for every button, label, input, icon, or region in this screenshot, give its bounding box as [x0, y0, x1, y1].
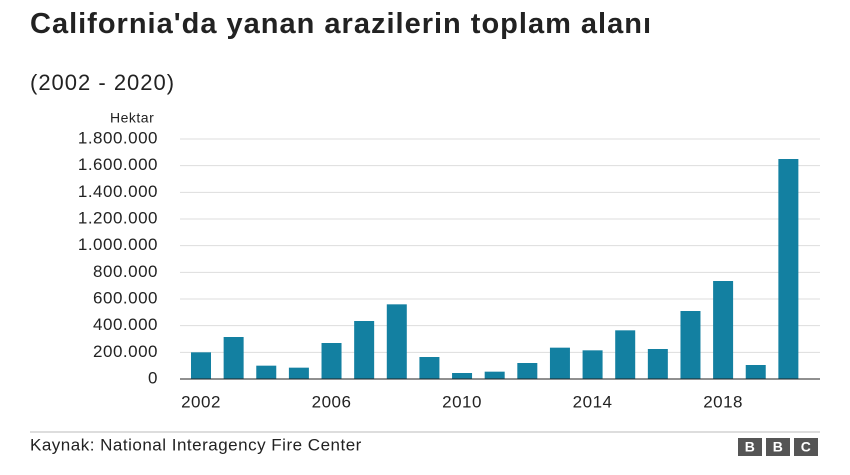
bar: [647, 349, 668, 379]
logo-box: [766, 438, 790, 456]
y-tick-label: 200.000: [93, 342, 158, 361]
x-tick-label: 2002: [181, 392, 221, 411]
x-tick-label: 2006: [312, 392, 352, 411]
logo-letter: B: [773, 439, 784, 455]
bar: [517, 363, 538, 379]
y-tick-label: 1.000.000: [78, 235, 158, 254]
y-tick-label: 0: [148, 368, 158, 387]
logo-box: [794, 438, 818, 456]
chart-title: California'da yanan arazilerin toplam al…: [30, 8, 653, 40]
bar: [582, 350, 603, 379]
x-tick-label: 2010: [442, 392, 482, 411]
chart-subtitle: (2002 - 2020): [30, 70, 176, 95]
bar: [615, 330, 636, 379]
logo-box: [738, 438, 762, 456]
y-tick-label: 800.000: [93, 262, 158, 281]
bar: [386, 304, 407, 379]
bar: [745, 365, 766, 379]
bar: [778, 159, 799, 379]
y-tick-label: 400.000: [93, 315, 158, 334]
y-axis-label: Hektar: [110, 110, 154, 126]
bar: [549, 347, 570, 379]
bar: [223, 337, 244, 379]
bar: [288, 367, 309, 379]
bar: [713, 281, 734, 379]
bar: [680, 311, 701, 379]
logo-letter: B: [745, 439, 756, 455]
bar: [419, 357, 440, 379]
y-tick-label: 1.200.000: [78, 208, 158, 227]
logo-letter: C: [801, 439, 812, 455]
bar: [484, 371, 505, 379]
bar: [452, 373, 473, 379]
y-tick-label: 1.600.000: [78, 155, 158, 174]
bar: [354, 321, 375, 379]
y-tick-label: 600.000: [93, 288, 158, 307]
source: Kaynak: National Interagency Fire Center: [30, 435, 362, 454]
y-tick-label: 1.800.000: [78, 128, 158, 147]
bar: [256, 365, 277, 379]
x-tick-label: 2018: [703, 392, 743, 411]
y-tick-label: 1.400.000: [78, 182, 158, 201]
x-tick-label: 2014: [573, 392, 613, 411]
bar: [191, 352, 211, 379]
bar: [321, 343, 342, 379]
